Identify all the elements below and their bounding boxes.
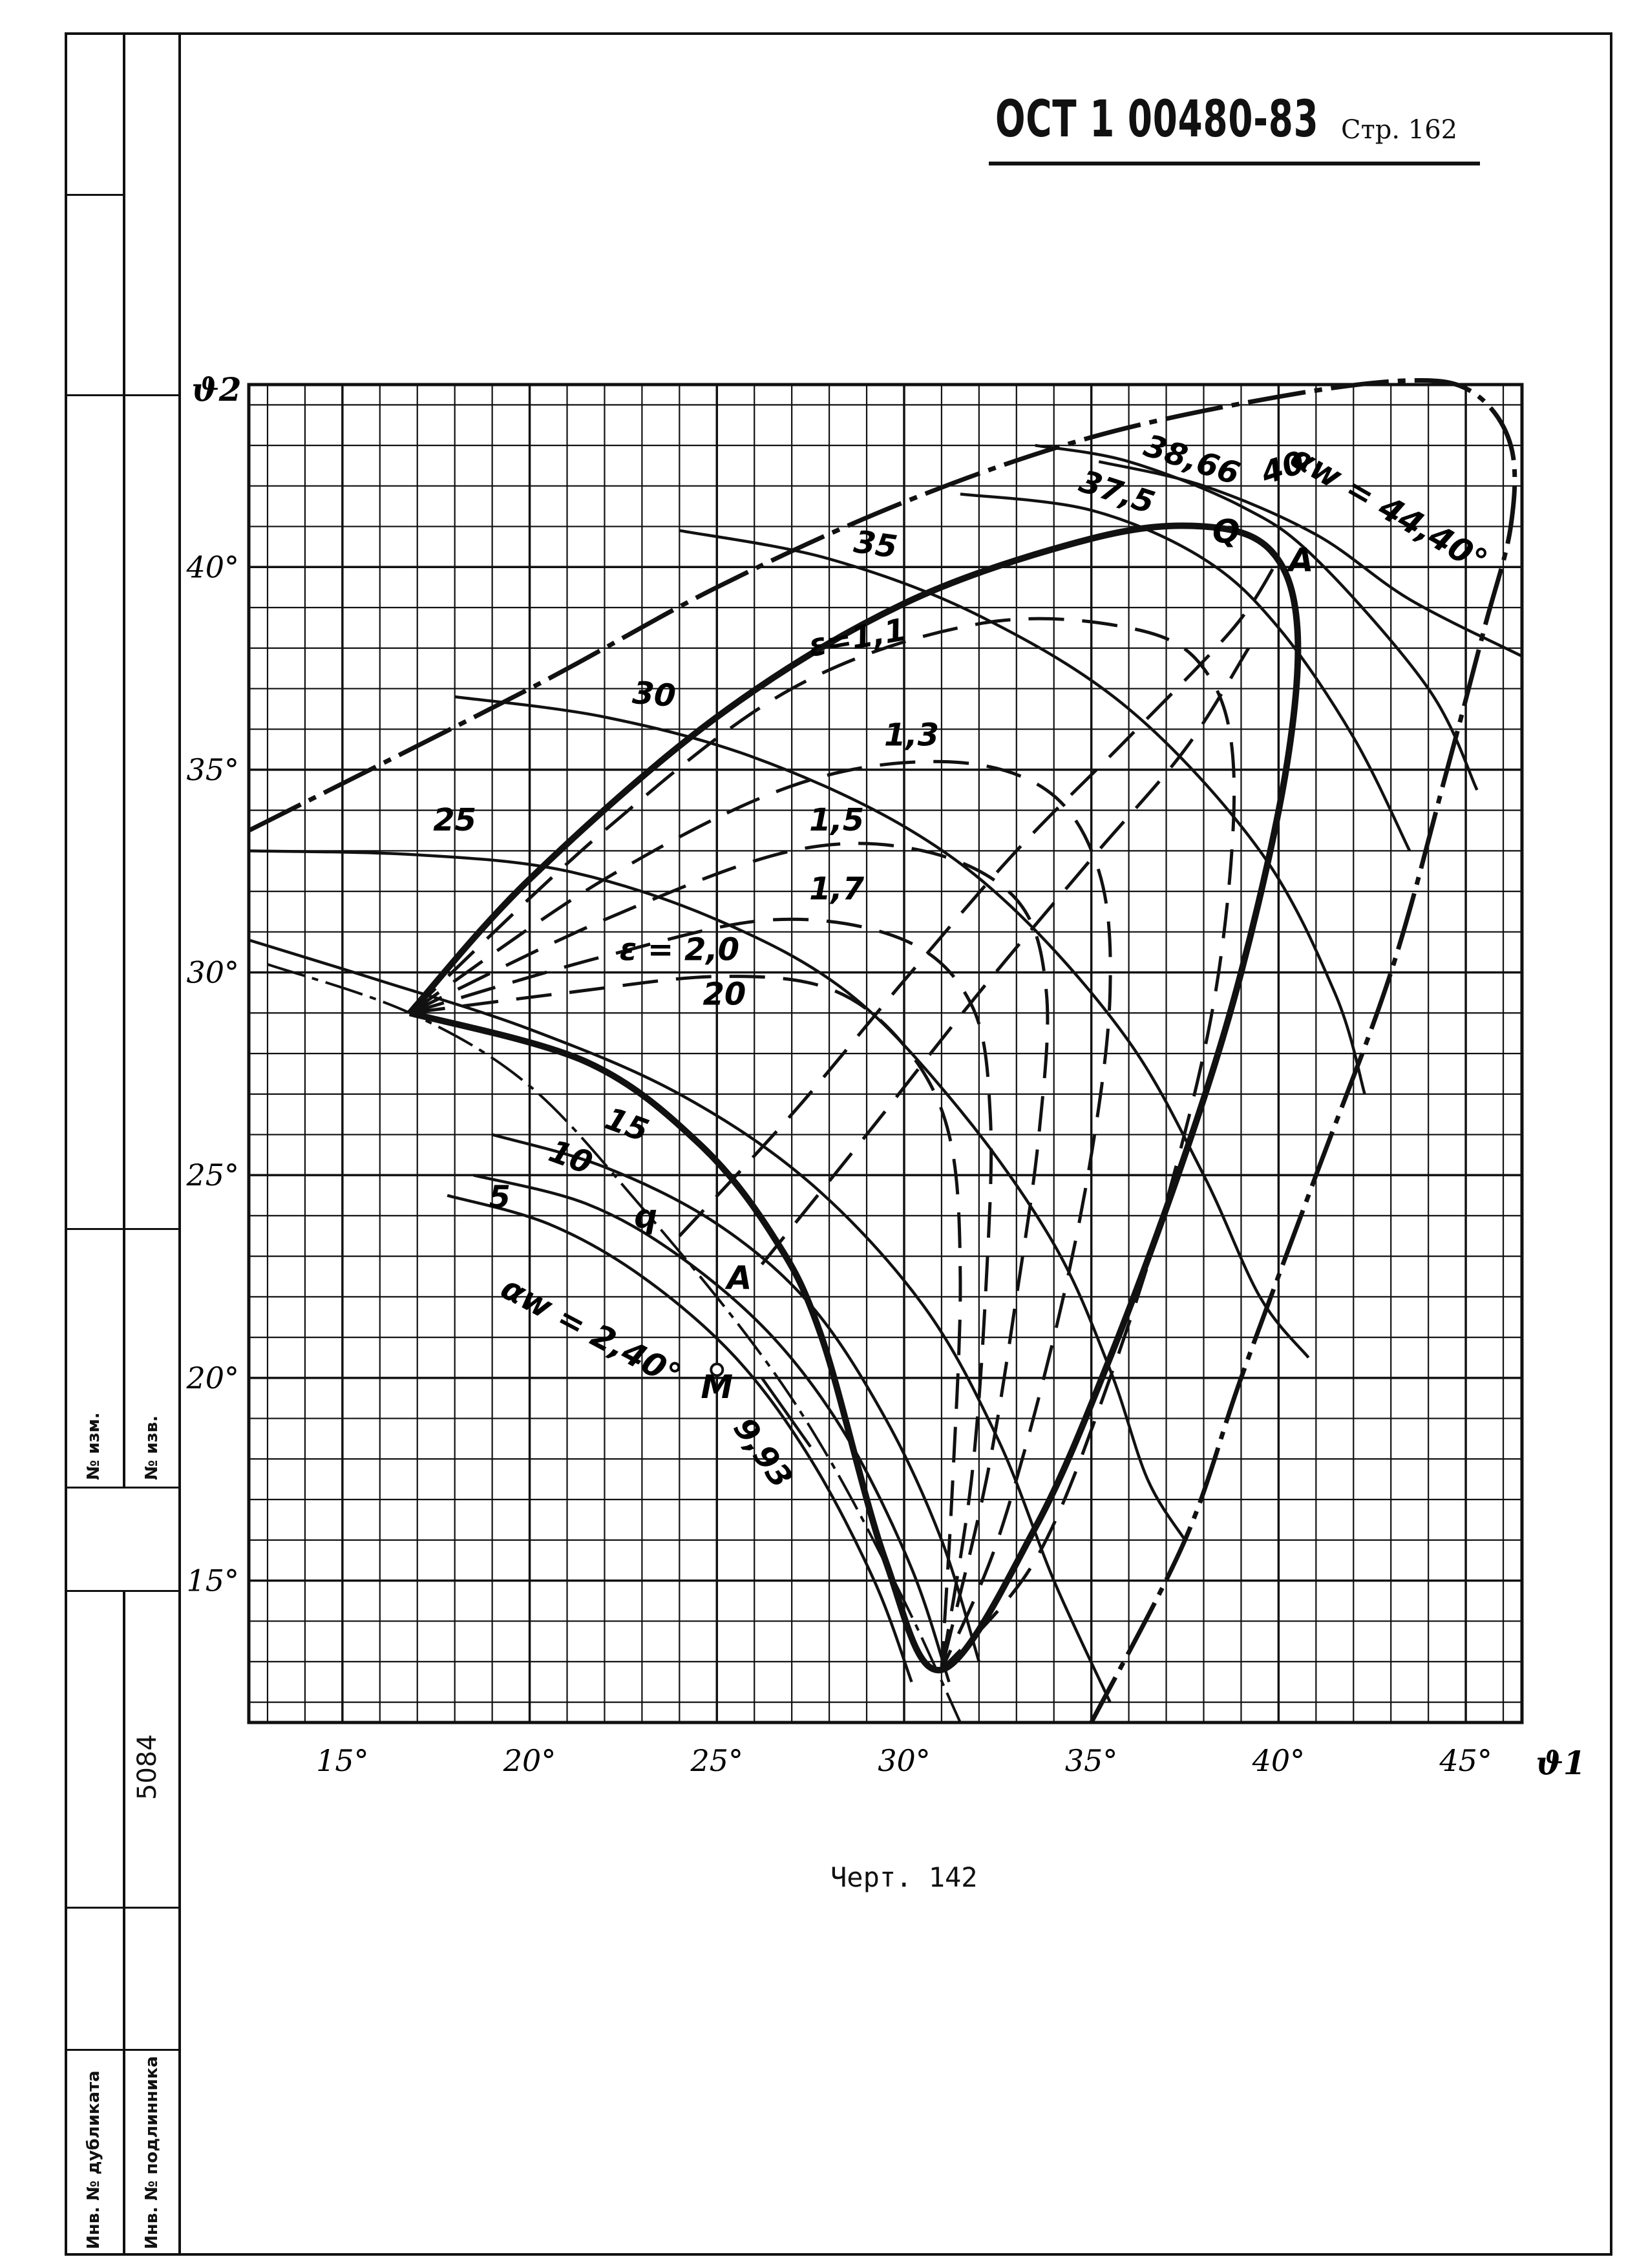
x-tick-label: 20° [503, 1743, 556, 1778]
label-Q: Q [1212, 513, 1240, 551]
margin-strip: № изм. № изв. 5084 Инв. № дубликата Инв.… [65, 32, 181, 2256]
doc-code: ОСТ 1 00480-83 [995, 90, 1319, 149]
document-header: ОСТ 1 00480-83 Стр. 162 [989, 90, 1480, 165]
series-label: 1,5 [809, 802, 864, 838]
label-q: q [634, 1198, 657, 1236]
outer-envelope-upper [248, 378, 1517, 1724]
series-line [409, 917, 993, 1670]
label-A-lower: A [724, 1259, 752, 1297]
y-tick-label: 40° [185, 549, 239, 584]
page-label: Стр. 162 [1341, 115, 1458, 145]
curve-layer [248, 378, 1523, 1724]
series-line [760, 1377, 812, 1448]
y-tick-label: 30° [186, 955, 239, 990]
y-tick-label: 20° [185, 1361, 239, 1395]
grid-layer [247, 383, 1524, 1724]
point-M-marker [710, 1362, 724, 1377]
y-tick-label: 15° [186, 1563, 239, 1598]
outer-envelope-lower [267, 963, 962, 1723]
x-axis-label: ϑ1 [1536, 1744, 1585, 1782]
tick-layer: 15° 20° 25° 30° 35° 40° 45° 15° 20° 25° 30° 35° 40° ϑ… [185, 370, 1585, 1782]
y-tick-label: 25° [185, 1158, 239, 1192]
series-line [408, 617, 1236, 1671]
series-line [491, 1133, 981, 1662]
series-line [454, 695, 1310, 1359]
series-label: 15 [600, 1101, 653, 1149]
series-label: ε=1,1 [806, 611, 909, 664]
series-line [960, 493, 1411, 852]
series-label: 1,7 [809, 871, 865, 907]
boundary-heavy-curve [407, 522, 1302, 1673]
y-tick-label: 35° [186, 752, 239, 787]
series-line [1035, 443, 1479, 791]
x-tick-label: 25° [690, 1743, 743, 1778]
series-line [409, 975, 962, 1670]
x-tick-label: 40° [1252, 1743, 1305, 1778]
y-axis-label: ϑ2 [191, 370, 241, 408]
series-line [678, 558, 1280, 1237]
x-tick-label: 35° [1065, 1743, 1118, 1778]
series-line [409, 842, 1050, 1671]
label-layer: 4038,6637,535302520151059,93ε=1,11,31,51… [433, 427, 1494, 1494]
series-label: ε = 2,0 [620, 932, 739, 968]
series-line [473, 1173, 951, 1682]
series-label: 25 [433, 802, 476, 838]
label-A-upper: A [1286, 542, 1314, 579]
series-label: 5 [489, 1179, 511, 1215]
series-line [760, 647, 1251, 1266]
series-label: 30 [631, 675, 677, 715]
series-label: 20 [703, 977, 746, 1013]
series-label: 35 [852, 524, 900, 566]
x-tick-label: 30° [878, 1743, 931, 1778]
x-tick-label: 45° [1439, 1743, 1492, 1778]
x-tick-label: 15° [316, 1743, 369, 1778]
series-line [447, 1194, 913, 1683]
series-label: 1,3 [884, 717, 939, 753]
series-line [679, 529, 1366, 1095]
series-line [408, 759, 1112, 1671]
figure-caption: Черт. 142 [830, 1861, 978, 1893]
